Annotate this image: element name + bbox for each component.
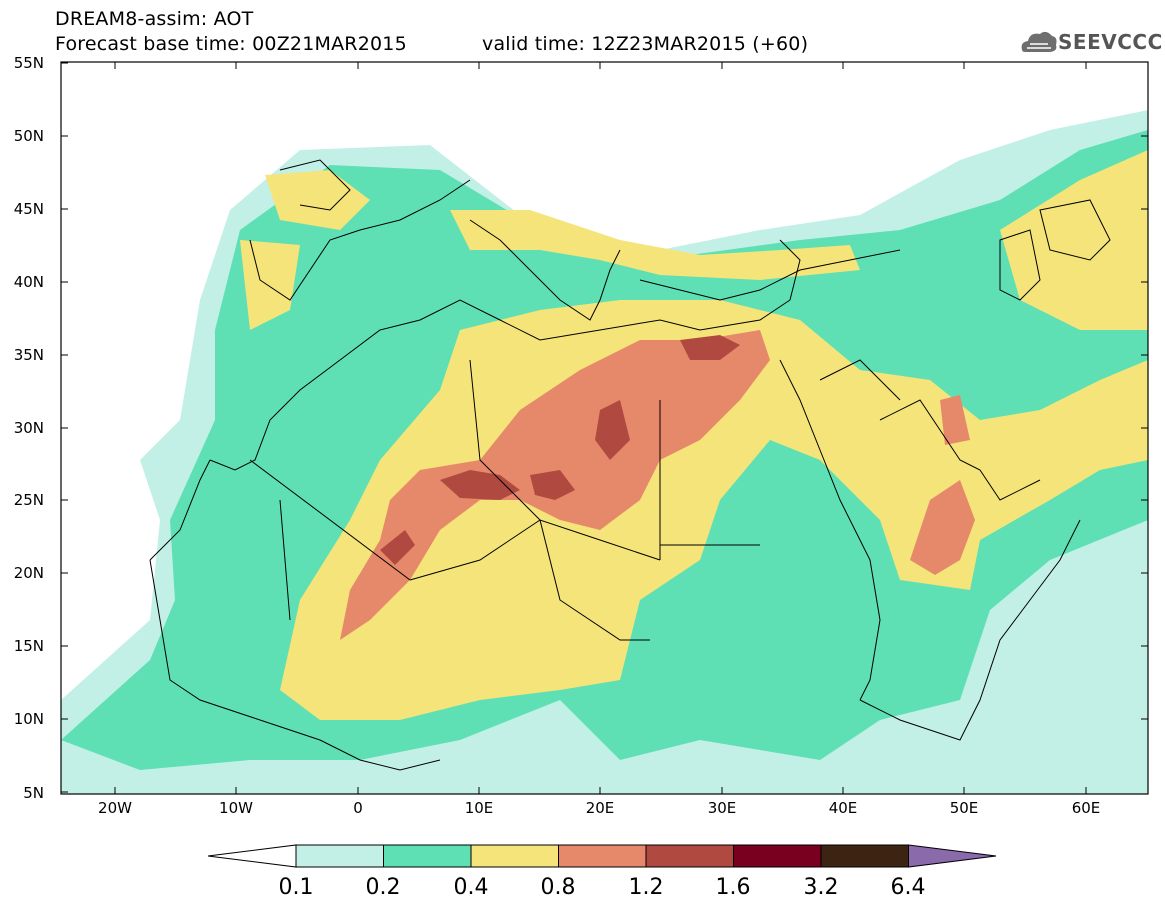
- axis-ticks: [61, 62, 1148, 794]
- colorbar-label: 1.2: [628, 875, 664, 900]
- lon-label: 60E: [1071, 799, 1101, 817]
- map-title: DREAM8-assim: AOT: [55, 8, 254, 30]
- lon-label: 20E: [585, 799, 615, 817]
- colorbar-label: 0.8: [540, 875, 576, 900]
- lon-label: 50E: [949, 799, 979, 817]
- lon-label: 10W: [219, 799, 253, 817]
- colorbar-label: 0.1: [278, 875, 314, 900]
- lat-label: 25N: [13, 491, 44, 509]
- lat-label: 20N: [13, 564, 44, 582]
- colorbar-swatch-6: [733, 844, 822, 868]
- lat-label: 55N: [13, 54, 44, 72]
- colorbar-swatch-1: [295, 844, 384, 868]
- colorbar-label: 6.4: [890, 875, 926, 900]
- aot-band-1.2: [380, 335, 740, 565]
- colorbar-swatch-3: [470, 844, 559, 868]
- colorbar-cap-high: [908, 844, 997, 868]
- aot-band-0.4-west: [240, 170, 370, 330]
- lat-label: 50N: [13, 127, 44, 145]
- logo-text: SEEVCCC: [1058, 30, 1163, 54]
- lat-label: 15N: [13, 637, 44, 655]
- valid-time: valid time: 12Z23MAR2015 (+60): [482, 33, 809, 55]
- colorbar-label: 1.6: [715, 875, 751, 900]
- colorbar-swatch-7: [820, 844, 909, 868]
- lon-label: 40E: [828, 799, 858, 817]
- colorbar-label: 0.2: [365, 875, 401, 900]
- aot-field: [61, 62, 1148, 794]
- colorbar-swatch-2: [383, 844, 472, 868]
- forecast-base-time: Forecast base time: 00Z21MAR2015: [55, 33, 407, 55]
- lon-label: 10E: [464, 799, 494, 817]
- lat-label: 10N: [13, 710, 44, 728]
- lat-label: 30N: [13, 419, 44, 437]
- colorbar-cap-low: [207, 844, 297, 868]
- lon-label: 0: [353, 799, 363, 817]
- colorbar-swatch-4: [558, 844, 647, 868]
- lon-label: 20W: [98, 799, 132, 817]
- cloud-icon: [1021, 31, 1057, 52]
- aot-band-0.8-gulf: [910, 395, 975, 575]
- lat-label: 5N: [23, 784, 44, 802]
- aot-band-0.4-north: [450, 210, 860, 280]
- aot-band-0.4: [280, 300, 1148, 720]
- aot-band-0.4-east: [1000, 150, 1148, 330]
- colorbar-label: 3.2: [803, 875, 839, 900]
- colorbar-swatch-5: [645, 844, 734, 868]
- lat-label: 35N: [13, 346, 44, 364]
- colorbar-label: 0.4: [453, 875, 489, 900]
- colorbar: [207, 844, 997, 868]
- coastlines: [149, 159, 1111, 771]
- lon-label: 30E: [707, 799, 737, 817]
- lat-label: 45N: [13, 200, 44, 218]
- lat-label: 40N: [13, 273, 44, 291]
